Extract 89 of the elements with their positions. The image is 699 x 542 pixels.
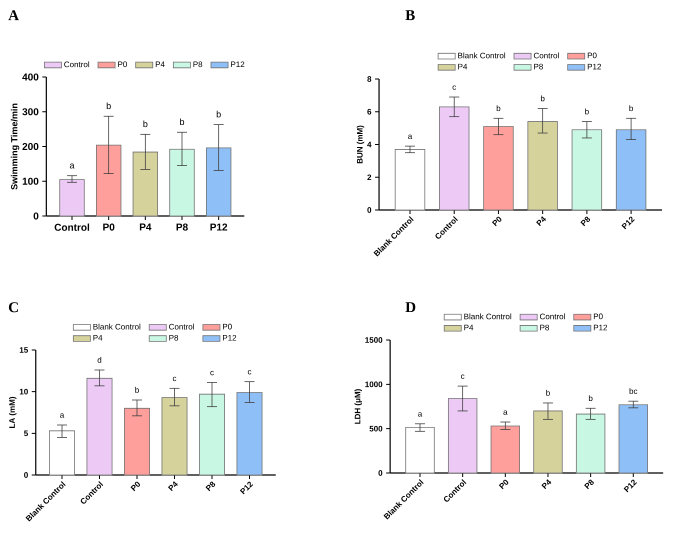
annotation: b: [629, 105, 633, 112]
y-tick-label: 8: [367, 76, 372, 82]
annotation: b: [496, 105, 500, 112]
legend-label: P4: [458, 64, 468, 70]
annotation: b: [540, 95, 545, 102]
chart-title: A: [8, 10, 19, 20]
legend-label: P8: [169, 334, 178, 341]
legend-label: P12: [594, 324, 608, 330]
legend-label: P8: [534, 64, 543, 70]
x-tick-label: P0: [103, 224, 114, 231]
y-axis-title: LA (mM): [8, 396, 16, 428]
y-tick-label: 4: [367, 142, 372, 148]
annotation: a: [408, 134, 412, 139]
x-tick-label: Control: [54, 224, 90, 231]
legend-label: P4: [156, 61, 165, 67]
x-tick-label: P8: [206, 482, 216, 492]
annotation: b: [216, 110, 221, 118]
y-tick-label: 10: [20, 388, 28, 394]
annotation: b: [585, 108, 589, 114]
y-tick-label: 0: [24, 472, 28, 478]
x-tick-label: P4: [541, 479, 552, 490]
x-tick-label: P12: [624, 480, 638, 492]
legend-label: P0: [594, 314, 603, 320]
legend-label: P0: [223, 324, 232, 330]
legend-label: P12: [588, 64, 601, 70]
legend-label: Control: [169, 324, 194, 330]
legend-label: Control: [534, 52, 559, 58]
annotation: d: [98, 356, 102, 363]
chart-title: D: [405, 302, 416, 312]
y-tick-label: 2: [367, 174, 372, 180]
legend-label: P12: [223, 334, 236, 341]
annotation: c: [248, 370, 252, 374]
y-tick-label: 1000: [365, 382, 382, 388]
x-tick-label: P4: [140, 224, 152, 230]
annotation: a: [70, 164, 74, 168]
legend-label: P8: [540, 324, 550, 330]
annotation: c: [210, 370, 214, 376]
y-tick-label: 5: [24, 430, 28, 436]
annotation: b: [180, 118, 184, 126]
legend-label: P8: [193, 61, 202, 68]
annotation: a: [418, 412, 422, 417]
annotation: a: [503, 410, 508, 415]
legend-label: P4: [464, 324, 474, 330]
annotation: b: [143, 120, 148, 128]
y-tick-label: 500: [370, 426, 382, 432]
y-axis-title: Swimming Time/min: [10, 104, 20, 190]
x-tick-label: P4: [536, 216, 546, 226]
chart-title: C: [8, 302, 18, 312]
x-tick-label: P12: [240, 482, 254, 494]
x-tick-label: P0: [130, 482, 140, 492]
y-tick-label: 0: [378, 470, 382, 476]
x-tick-label: P8: [580, 216, 590, 226]
legend-label: Blank Control: [458, 52, 506, 58]
y-axis-title: BUN (mM): [356, 126, 364, 164]
legend-label: P0: [118, 61, 127, 68]
chart-title: B: [405, 10, 415, 20]
x-tick-label: P8: [176, 224, 188, 231]
x-tick-label: P4: [168, 481, 178, 492]
y-tick-label: 300: [22, 108, 38, 116]
annotation: b: [135, 386, 139, 393]
x-tick-label: P0: [492, 216, 502, 226]
y-tick-label: 6: [367, 108, 372, 115]
y-tick-label: 100: [22, 178, 38, 185]
legend-label: Control: [540, 313, 565, 320]
annotation: c: [452, 85, 456, 90]
y-tick-label: 1500: [365, 337, 382, 343]
y-tick-label: 400: [22, 73, 38, 81]
y-axis-title: LDH (μM): [354, 389, 362, 424]
legend-label: Blank Control: [464, 313, 512, 320]
annotation: b: [106, 102, 111, 110]
legend-label: Blank Control: [93, 324, 140, 330]
x-tick-label: P8: [584, 480, 594, 490]
x-tick-label: P0: [498, 480, 508, 490]
x-tick-label: P12: [621, 216, 635, 230]
annotation: c: [461, 374, 464, 379]
y-tick-label: 0: [367, 207, 372, 213]
annotation: b: [546, 390, 550, 396]
y-tick-label: 200: [22, 142, 38, 150]
legend-label: P4: [93, 335, 102, 341]
legend-label: P12: [231, 61, 244, 68]
annotation: bc: [630, 388, 638, 394]
legend-label: Control: [64, 61, 90, 68]
y-tick-label: 15: [20, 347, 28, 353]
annotation: b: [588, 395, 593, 402]
annotation: a: [60, 413, 64, 418]
x-tick-label: P12: [210, 224, 228, 231]
annotation: c: [172, 376, 176, 382]
y-tick-label: 0: [34, 212, 38, 220]
legend-label: P0: [588, 52, 597, 58]
